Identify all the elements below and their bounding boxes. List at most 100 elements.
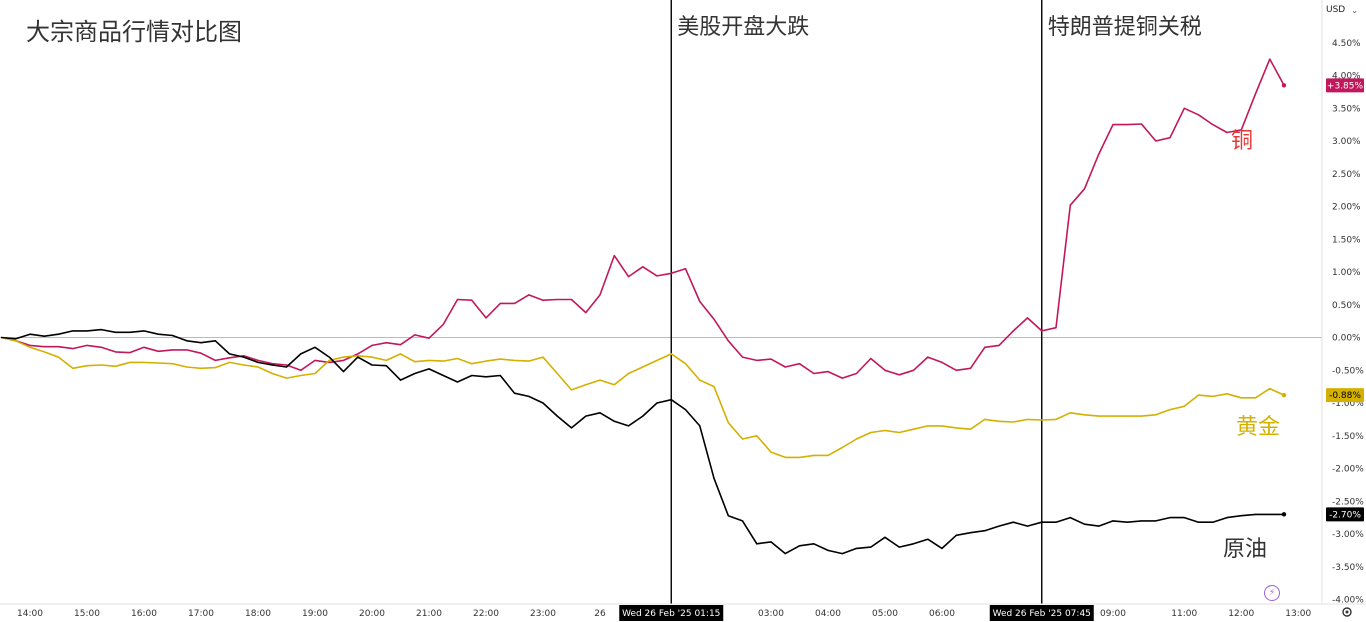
data-point <box>513 302 516 305</box>
data-point <box>243 355 245 357</box>
data-point <box>129 361 131 363</box>
gear-icon[interactable] <box>1340 605 1354 619</box>
series-name-label: 黄金 <box>1236 415 1280 440</box>
series-end-dot <box>1281 512 1287 517</box>
data-point <box>43 351 45 353</box>
series-line-0 <box>1 58 1285 379</box>
x-tick-label: Wed 26 Feb '25 07:45 <box>993 609 1091 619</box>
data-point <box>927 425 929 427</box>
x-tick-label: 19:00 <box>302 609 328 619</box>
data-point <box>941 547 943 550</box>
data-point <box>57 346 60 348</box>
data-point <box>798 545 801 547</box>
data-point <box>998 420 1000 422</box>
data-point <box>72 330 74 332</box>
x-tick-label: 04:00 <box>815 609 841 619</box>
data-point <box>228 361 231 363</box>
x-tick-label: 23:00 <box>530 609 556 619</box>
data-point <box>1140 520 1143 522</box>
data-point <box>143 361 145 363</box>
data-point <box>984 346 986 348</box>
data-point <box>399 379 402 381</box>
data-point <box>485 376 487 378</box>
data-point <box>342 356 345 358</box>
data-point <box>271 364 273 366</box>
data-point <box>884 369 886 371</box>
data-point <box>385 359 387 362</box>
data-point <box>1155 414 1157 416</box>
y-tick-label: 4.00% <box>1332 72 1361 82</box>
crosshair-time-badge <box>619 605 724 621</box>
data-point <box>243 356 245 358</box>
data-point <box>1041 330 1043 332</box>
y-tick-label: -1.00% <box>1332 399 1364 409</box>
data-point <box>1069 517 1071 519</box>
data-point <box>72 348 74 350</box>
data-point <box>1098 525 1100 527</box>
currency-selector[interactable]: USD ⌄ <box>1326 2 1362 18</box>
data-point <box>770 358 772 360</box>
data-point <box>300 374 302 377</box>
data-point <box>670 399 672 401</box>
data-point <box>855 438 858 440</box>
y-tick-label: -1.50% <box>1332 432 1364 442</box>
data-point <box>171 349 174 351</box>
data-point <box>870 357 872 360</box>
data-point <box>157 333 159 335</box>
data-point <box>499 302 501 305</box>
data-point <box>1083 188 1086 190</box>
data-point <box>499 374 501 377</box>
data-point <box>29 346 31 348</box>
data-point <box>912 369 915 371</box>
data-point <box>328 359 330 362</box>
data-point <box>984 530 986 532</box>
data-point <box>513 359 516 362</box>
data-point <box>456 298 459 301</box>
data-point <box>243 364 245 366</box>
data-point <box>1197 521 1200 523</box>
data-point <box>1069 412 1071 414</box>
data-point <box>143 330 145 332</box>
data-point <box>15 338 17 340</box>
data-point <box>699 379 701 381</box>
lightning-icon[interactable]: ⚡ <box>1264 585 1280 601</box>
data-point <box>357 353 359 355</box>
y-axis: 4.50% 4.00% 3.50% 3.00% 2.50% 2.00% 1.50% 1.00%… <box>1321 0 1364 606</box>
x-tick-label: 26 <box>594 609 606 619</box>
series-end-dot <box>1281 392 1287 398</box>
data-point <box>684 363 687 365</box>
data-point <box>713 386 715 388</box>
data-point <box>357 356 359 358</box>
data-point <box>1183 405 1185 407</box>
y-tick-label: -4.00% <box>1332 596 1364 606</box>
data-point <box>328 356 330 358</box>
data-point <box>471 363 473 365</box>
data-point <box>271 363 273 365</box>
data-point <box>941 361 943 363</box>
x-axis: 14:00 15:00 16:00 17:00 18:00 19:00 20:00 21:00… <box>0 603 1366 621</box>
data-point <box>528 395 530 398</box>
last-value-badge <box>1326 78 1364 93</box>
data-point <box>129 351 131 354</box>
y-tick-label: 4.50% <box>1332 39 1361 49</box>
data-point <box>414 372 416 375</box>
data-point <box>784 366 786 368</box>
data-point <box>713 477 715 479</box>
data-point <box>670 272 672 274</box>
data-point <box>442 323 444 325</box>
data-point <box>1212 395 1214 398</box>
data-point <box>371 356 373 358</box>
data-point <box>528 294 530 296</box>
data-point <box>741 438 744 440</box>
data-point <box>314 372 316 375</box>
series-labels: +3.85% 铜 -0.88% 黄金 -2.70% 原油 <box>1223 78 1364 562</box>
data-point <box>898 431 900 434</box>
data-point <box>927 356 929 358</box>
data-point <box>1069 204 1071 206</box>
data-point <box>1055 418 1057 420</box>
annotation-label: 特朗普提铜关税 <box>1048 15 1202 40</box>
data-point <box>585 312 587 314</box>
data-point <box>214 359 216 362</box>
data-point <box>1269 387 1271 390</box>
